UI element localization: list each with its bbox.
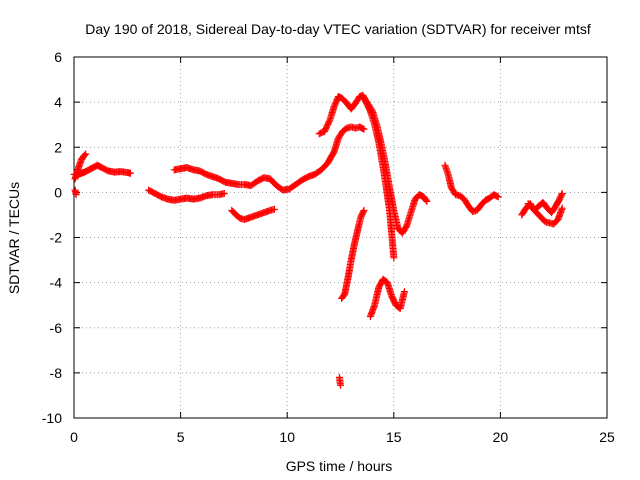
x-tick-label: 25	[599, 429, 615, 445]
series-track-03	[71, 186, 80, 199]
y-tick-label: -2	[50, 230, 63, 246]
data-point	[360, 206, 368, 214]
data-point	[423, 197, 431, 205]
data-point	[494, 193, 502, 201]
data-point	[558, 204, 566, 212]
x-tick-label: 15	[386, 429, 402, 445]
chart-title: Day 190 of 2018, Sidereal Day-to-day VTE…	[85, 21, 591, 37]
series-track-09	[335, 373, 344, 389]
data-point	[558, 191, 566, 199]
data-point	[390, 254, 398, 262]
series-track-12	[441, 161, 502, 216]
data-point	[337, 381, 344, 389]
axis-ticks: 0 5 10 15 20 25 -10 -8 -6 -4 -2 0 2 4 6	[42, 49, 615, 445]
x-tick-label: 10	[279, 429, 295, 445]
series-track-10	[366, 275, 408, 320]
y-tick-label: 0	[54, 184, 62, 200]
y-tick-label: 4	[54, 94, 62, 110]
y-tick-label: -6	[50, 320, 63, 336]
data-point	[558, 190, 566, 198]
data-point	[82, 150, 90, 158]
series-track-05	[170, 123, 368, 194]
series-track-01	[70, 161, 134, 178]
series-track-08	[338, 206, 368, 302]
data-point	[72, 191, 80, 199]
series-track-11	[360, 94, 431, 237]
data-point	[126, 169, 134, 177]
x-tick-label: 0	[70, 429, 78, 445]
series-track-06	[228, 205, 278, 223]
y-tick-label: 2	[54, 139, 62, 155]
series-track-14	[524, 200, 566, 228]
y-tick-label: -8	[50, 365, 63, 381]
data-point	[360, 125, 368, 133]
data-point	[359, 208, 367, 216]
data-point	[81, 151, 89, 159]
data-point	[400, 288, 408, 296]
plot-border	[73, 56, 608, 419]
x-tick-label: 5	[177, 429, 185, 445]
y-tick-label: -10	[42, 410, 62, 426]
y-tick-label: -4	[50, 275, 63, 291]
grid-lines	[74, 57, 607, 418]
y-axis-label: SDTVAR / TECUs	[6, 182, 22, 294]
x-tick-label: 20	[493, 429, 509, 445]
series-track-02	[71, 150, 90, 183]
x-axis-label: GPS time / hours	[286, 458, 393, 474]
series-track-04	[145, 186, 228, 204]
y-tick-label: 6	[54, 49, 62, 65]
data-point	[220, 190, 228, 198]
data-points	[70, 91, 566, 389]
plot-frame	[73, 56, 608, 419]
data-point	[270, 205, 278, 213]
data-point	[422, 196, 430, 204]
